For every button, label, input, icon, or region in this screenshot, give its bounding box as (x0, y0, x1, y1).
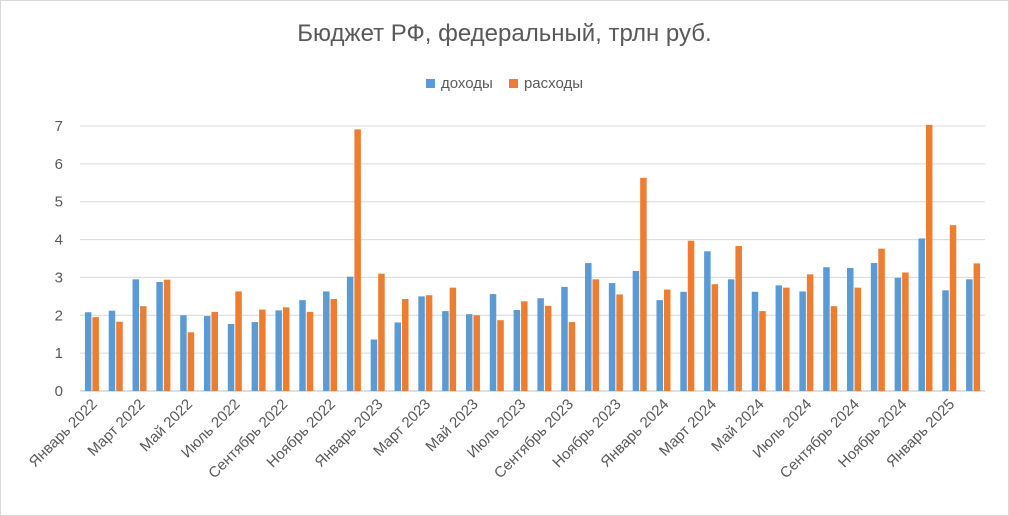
bar-expenses (640, 177, 647, 391)
bar-expenses (592, 279, 600, 391)
bar-income (489, 294, 497, 391)
bar-income (275, 310, 282, 391)
bar-expenses (497, 320, 504, 391)
bar-expenses (116, 321, 123, 391)
bar-expenses (830, 306, 838, 391)
bar-income (799, 291, 806, 391)
bar-expenses (687, 240, 695, 391)
bar-expenses (878, 248, 885, 391)
bar-income (561, 286, 568, 391)
bar-income (394, 322, 402, 391)
y-tick-label: 2 (55, 307, 63, 324)
y-tick-label: 3 (55, 269, 63, 286)
bar-expenses (140, 306, 147, 391)
bar-expenses (521, 301, 528, 391)
bar-expenses (759, 311, 766, 391)
bar-expenses (306, 311, 314, 391)
bar-expenses (711, 284, 719, 391)
bar-income (84, 312, 92, 391)
bar-expenses (663, 289, 671, 391)
bar-income (775, 285, 783, 391)
bar-income (656, 300, 663, 391)
bar-expenses (378, 273, 385, 391)
bar-expenses (925, 124, 933, 391)
bar-expenses (949, 225, 957, 391)
bar-expenses (854, 287, 862, 391)
bar-income (894, 277, 902, 391)
bar-expenses (973, 263, 981, 391)
legend-swatch-expenses (508, 79, 518, 88)
bar-income (465, 314, 473, 391)
legend: доходы расходы (0, 75, 1009, 92)
bar-expenses (902, 272, 909, 391)
bar-income (751, 291, 759, 391)
bar-expenses (282, 307, 290, 391)
bar-income (203, 316, 211, 391)
bar-expenses (402, 299, 409, 391)
bar-expenses (425, 295, 433, 391)
bar-income (585, 263, 592, 391)
legend-label-income: доходы (440, 75, 493, 92)
bar-expenses (187, 332, 195, 391)
bar-income (323, 291, 330, 391)
bar-income (918, 238, 925, 391)
bar-expenses (449, 287, 457, 391)
bar-income (370, 339, 378, 391)
legend-swatch-income (425, 79, 435, 88)
bar-income (847, 267, 854, 391)
y-tick-label: 1 (55, 345, 63, 362)
bar-income (513, 309, 521, 391)
bar-expenses (616, 294, 623, 391)
bar-income (108, 310, 116, 391)
legend-label-expenses: расходы (523, 75, 584, 92)
bar-expenses (235, 291, 242, 391)
bar-expenses (544, 305, 552, 391)
bar-expenses (259, 309, 266, 391)
bar-expenses (568, 322, 576, 391)
bar-expenses (163, 279, 171, 391)
bar-income (727, 279, 735, 391)
bar-income (966, 279, 973, 391)
bar-income (132, 279, 140, 391)
x-tick-label: Январь 2022 (26, 396, 101, 471)
bar-income (823, 267, 830, 391)
bar-expenses (783, 287, 790, 391)
bar-expenses (354, 129, 361, 391)
legend-item-expenses: расходы (508, 75, 584, 92)
bar-income (251, 322, 259, 391)
bar-income (942, 290, 949, 391)
bar-expenses (211, 311, 218, 391)
bar-income (442, 311, 449, 391)
bar-income (537, 298, 544, 391)
y-tick-label: 4 (55, 232, 63, 249)
legend-item-income: доходы (425, 75, 493, 92)
y-tick-label: 7 (55, 118, 63, 135)
bar-income (299, 300, 306, 391)
bar-income (180, 315, 187, 391)
bar-expenses (473, 315, 480, 391)
bar-income (346, 276, 354, 391)
chart-title: Бюджет РФ, федеральный, трлн руб. (297, 20, 712, 47)
bar-income (227, 323, 235, 391)
y-tick-label: 6 (55, 156, 63, 173)
bar-income (680, 291, 687, 391)
bar-income (156, 281, 163, 391)
bar-expenses (92, 317, 99, 391)
bar-income (632, 270, 640, 391)
bar-expenses (735, 246, 742, 391)
bar-income (870, 263, 878, 391)
bar-income (608, 283, 616, 391)
bar-income (704, 251, 711, 391)
y-tick-label: 5 (55, 194, 63, 211)
y-tick-label: 0 (55, 383, 63, 400)
bar-income (418, 296, 425, 391)
bar-expenses (806, 274, 814, 391)
bar-expenses (330, 299, 338, 391)
